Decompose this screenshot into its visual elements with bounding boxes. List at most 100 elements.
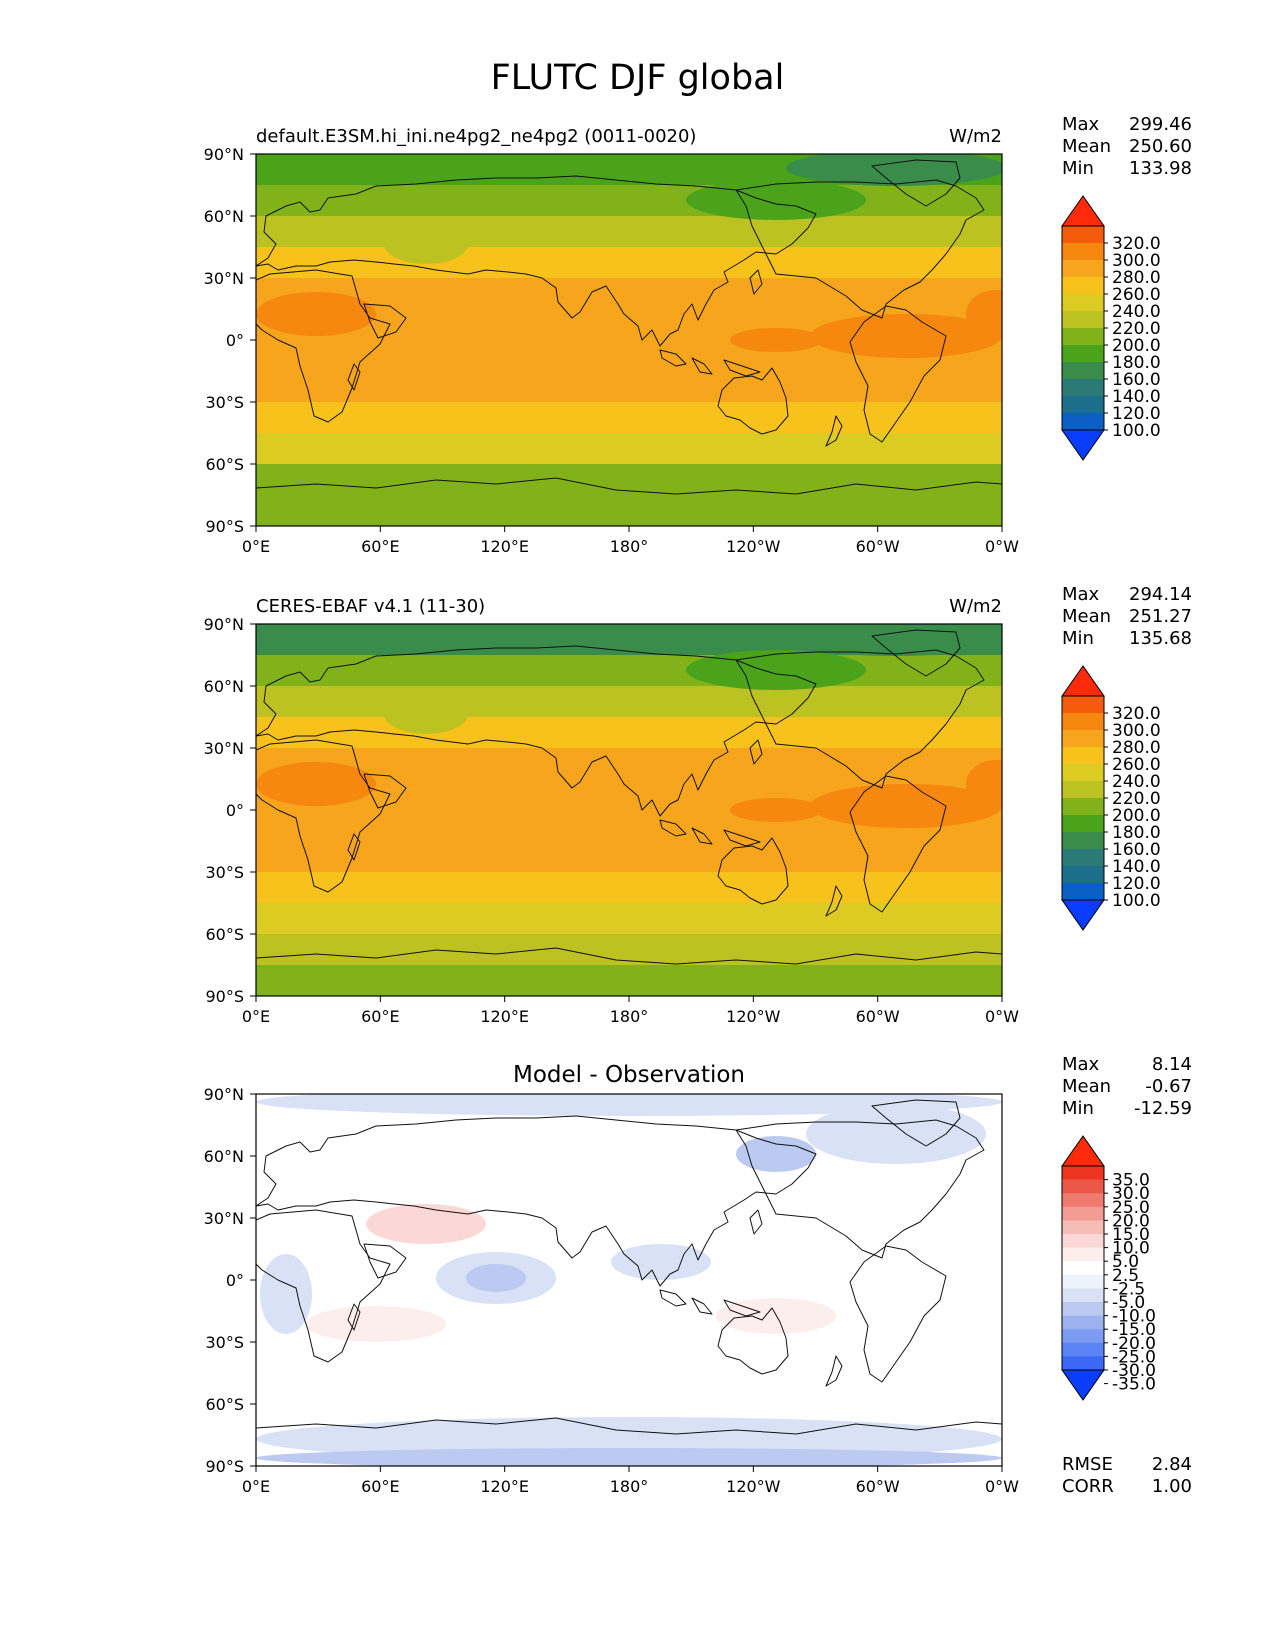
- colorbar-tick-label: 120.0: [1112, 404, 1161, 424]
- stat-label: Max: [1062, 1054, 1100, 1075]
- zonal-band: [256, 402, 1002, 434]
- zonal-band: [256, 655, 1002, 687]
- y-tick-label: 30°S: [205, 393, 244, 412]
- colorbar-tick-label: 140.0: [1112, 857, 1161, 877]
- contour-region: [611, 1244, 711, 1280]
- x-tick-label: 60°W: [856, 1007, 900, 1026]
- contour-region: [786, 624, 1002, 656]
- x-tick-label: 180°: [610, 1007, 649, 1026]
- colorbar-extend-max: [1061, 1135, 1105, 1167]
- colorbar-segment: [1062, 832, 1104, 850]
- colorbar-segment: [1062, 747, 1104, 765]
- zonal-band: [256, 841, 1002, 873]
- colorbar-segment: [1062, 413, 1104, 431]
- panel-observation: 0°E 60°E 120°E 180° 120°W 60°W 0°W 90°N 60°N 30°N…: [204, 596, 1020, 1026]
- contour-region: [966, 760, 1002, 808]
- y-tick-label: 0°: [226, 801, 244, 820]
- colorbar-tick-label: -20.0: [1112, 1334, 1156, 1354]
- contour-region: [736, 1136, 816, 1172]
- y-tick-label: 0°: [226, 331, 244, 350]
- stat-value: 250.60: [1129, 136, 1192, 157]
- colorbar-segment: [1062, 798, 1104, 816]
- stats-block: Max 8.14 Mean -0.67 Min -12.59: [1062, 1054, 1192, 1120]
- stat-label: Max: [1062, 584, 1100, 605]
- stat-label: RMSE: [1062, 1454, 1113, 1475]
- colorbar-segment: [1062, 866, 1104, 884]
- colorbar-tick-label: -10.0: [1112, 1307, 1156, 1327]
- stat-label: Mean: [1062, 606, 1112, 627]
- x-tick-label: 0°E: [242, 537, 270, 556]
- colorbar-tick-label: 25.0: [1112, 1198, 1150, 1218]
- colorbar-tick-label: 320.0: [1112, 704, 1161, 724]
- colorbar-tick-label: 260.0: [1112, 285, 1161, 305]
- x-tick-label: 120°W: [726, 1007, 781, 1026]
- colorbar-tick-label: 10.0: [1112, 1239, 1150, 1259]
- panels-root: 0°E 60°E 120°E 180° 120°W 60°W 0°W 90°N 60°N 30°N…: [204, 126, 1161, 1496]
- y-tick-label: 60°S: [205, 925, 244, 944]
- x-tick-label: 120°W: [726, 537, 781, 556]
- footer-stats: RMSE 2.84 CORR 1.00: [1062, 1454, 1192, 1498]
- colorbar-segment: [1062, 1234, 1104, 1248]
- zonal-band: [256, 433, 1002, 465]
- zonal-band: [256, 464, 1002, 496]
- stat-value: -12.59: [1133, 1098, 1192, 1119]
- contour-region: [256, 1448, 1002, 1466]
- colorbar-tick-label: 300.0: [1112, 251, 1161, 271]
- zonal-band: [256, 965, 1002, 996]
- colorbar-segment: [1062, 1206, 1104, 1221]
- stat-row: Min 133.98: [1062, 158, 1192, 180]
- colorbar-segment: [1062, 696, 1104, 714]
- colorbar-tick-label: 240.0: [1112, 772, 1161, 792]
- colorbar-tick-label: 220.0: [1112, 789, 1161, 809]
- colorbar-segment: [1062, 277, 1104, 295]
- colorbar-segment: [1062, 713, 1104, 731]
- colorbar-segment: [1062, 260, 1104, 278]
- colorbar-tick-label: 5.0: [1112, 1252, 1139, 1272]
- colorbar-tick-label: 320.0: [1112, 234, 1161, 254]
- y-tick-label: 90°N: [204, 615, 244, 634]
- colorbar-segment: [1062, 1288, 1104, 1303]
- x-tick-label: 0°W: [985, 1007, 1019, 1026]
- colorbar-segment: [1062, 328, 1104, 346]
- colorbar: 35.030.025.020.015.010.05.02.5-2.5-5.0-1…: [1061, 1135, 1156, 1401]
- contour-region: [306, 1306, 446, 1342]
- stat-value: 135.68: [1129, 628, 1192, 649]
- colorbar-segment: [1062, 1342, 1104, 1357]
- y-tick-label: 60°N: [204, 207, 244, 226]
- colorbar-tick-label: 280.0: [1112, 268, 1161, 288]
- colorbar-segment: [1062, 1261, 1104, 1276]
- stat-row: Max 294.14: [1062, 584, 1192, 606]
- colorbar-frame: [1061, 1165, 1105, 1371]
- y-tick-label: 60°S: [205, 455, 244, 474]
- colorbar-extend-min: [1061, 899, 1105, 931]
- contour-region: [730, 798, 822, 822]
- stat-label: Min: [1062, 628, 1094, 649]
- zonal-band: [256, 495, 1002, 526]
- colorbar-tick-label: 220.0: [1112, 319, 1161, 339]
- y-tick-label: 60°N: [204, 677, 244, 696]
- colorbar-extend-max: [1061, 195, 1105, 227]
- panel-title-center: Model - Observation: [513, 1062, 745, 1088]
- stat-label: Mean: [1062, 136, 1112, 157]
- x-tick-label: 180°: [610, 537, 649, 556]
- colorbar-tick-label: 35.0: [1112, 1171, 1150, 1191]
- colorbar-tick-label: 180.0: [1112, 823, 1161, 843]
- zonal-band: [256, 371, 1002, 403]
- colorbar-tick-label: 100.0: [1112, 891, 1161, 911]
- panel-title-left: default.E3SM.hi_ini.ne4pg2_ne4pg2 (0011-…: [256, 126, 696, 147]
- x-tick-label: 120°W: [726, 1477, 781, 1496]
- colorbar-tick-label: 160.0: [1112, 370, 1161, 390]
- y-tick-label: 60°S: [205, 1395, 244, 1414]
- contour-region: [366, 1204, 486, 1244]
- y-tick-label: 90°N: [204, 1085, 244, 1104]
- colorbar-segment: [1062, 1274, 1104, 1289]
- colorbar-tick-label: 100.0: [1112, 421, 1161, 441]
- stat-value: 8.14: [1151, 1054, 1192, 1075]
- colorbar-segment: [1062, 379, 1104, 397]
- x-tick-label: 60°W: [856, 1477, 900, 1496]
- stats-block: Max 294.14 Mean 251.27 Min 135.68: [1062, 584, 1192, 650]
- colorbar-tick-label: -25.0: [1112, 1347, 1156, 1367]
- stat-row: RMSE 2.84: [1062, 1454, 1192, 1476]
- contour-region: [686, 180, 866, 220]
